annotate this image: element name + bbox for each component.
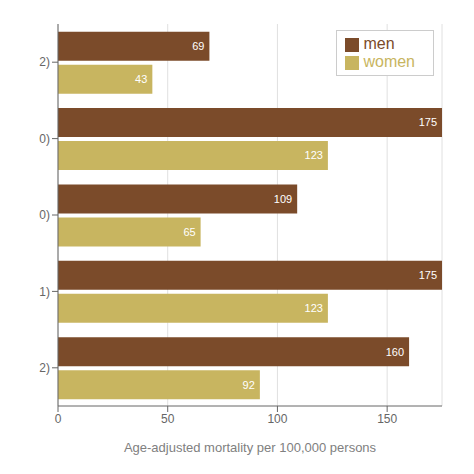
svg-text:109: 109 (274, 193, 292, 205)
svg-text:Age-adjusted mortality per 100: Age-adjusted mortality per 100,000 perso… (124, 440, 377, 455)
svg-text:43: 43 (135, 73, 147, 85)
html-text:men: men (363, 35, 395, 52)
svg-text:1): 1) (39, 285, 50, 299)
svg-text:175: 175 (419, 269, 437, 281)
svg-text:69: 69 (192, 40, 204, 52)
svg-text:123: 123 (305, 149, 323, 161)
svg-text:65: 65 (183, 226, 195, 238)
html-text:women: women (363, 53, 415, 70)
svg-text:0): 0) (39, 132, 50, 146)
svg-text:100: 100 (267, 412, 287, 426)
svg-text:92: 92 (243, 379, 255, 391)
svg-text:0): 0) (39, 208, 50, 222)
svg-text:0: 0 (55, 412, 62, 426)
svg-text:2): 2) (39, 55, 50, 69)
svg-text:123: 123 (305, 302, 323, 314)
svg-text:160: 160 (386, 346, 404, 358)
svg-text:150: 150 (377, 412, 397, 426)
svg-text:175: 175 (419, 116, 437, 128)
svg-text:50: 50 (161, 412, 175, 426)
svg-text:2): 2) (39, 361, 50, 375)
